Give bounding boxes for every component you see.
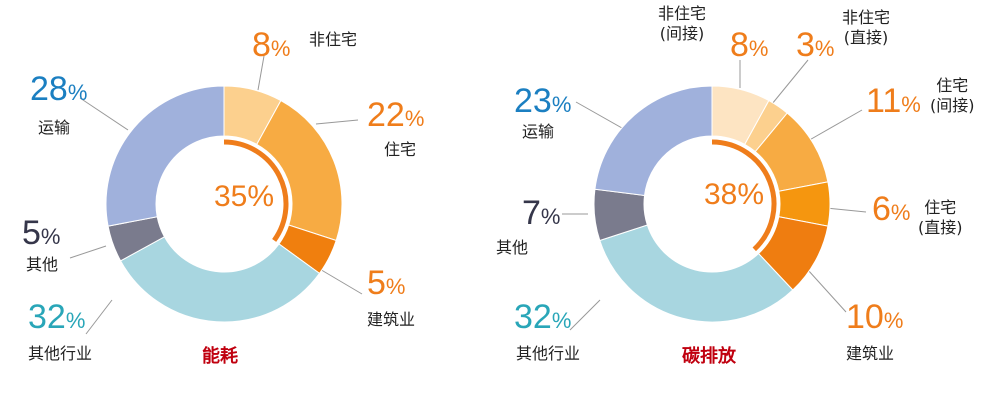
leader-line: [317, 267, 363, 295]
label-res-indirect: 11%: [866, 84, 921, 122]
name-res-direct-line1: 住宅: [924, 198, 957, 217]
donut-slice: [599, 224, 794, 323]
name-nonres-indirect: 非住宅 (间接): [658, 4, 706, 44]
name-nonres-direct-line2: (直接): [843, 28, 889, 47]
building-share-arcs: [223, 139, 777, 252]
label-transport: 28%: [30, 72, 87, 110]
donut-slice: [119, 236, 321, 323]
leader-lines: [69, 55, 867, 335]
label-construction: 5%: [367, 266, 405, 304]
label-carbon-other-industries: 32%: [514, 300, 571, 338]
chart-title-carbon: 碳排放: [682, 346, 736, 367]
label-carbon-other: 7%: [522, 196, 560, 234]
pct-res-direct: 6%: [872, 190, 911, 228]
name-carbon-transport: 运输: [522, 122, 555, 141]
pct-carbon-other-industries: 32%: [514, 298, 572, 336]
leader-line: [771, 59, 809, 105]
label-res-direct: 6%: [872, 192, 910, 230]
pct-carbon-transport: 23%: [514, 82, 572, 120]
name-carbon-construction: 建筑业: [846, 344, 895, 363]
name-construction: 建筑业: [367, 310, 416, 329]
pct-nonresidential: 8%: [252, 26, 291, 64]
name-res-indirect-line2: (间接): [930, 96, 975, 115]
leader-line: [85, 299, 113, 335]
name-nonresidential: 非住宅: [309, 30, 358, 49]
pct-construction: 5%: [367, 264, 406, 302]
leader-line: [569, 299, 601, 331]
label-carbon-transport: 23%: [514, 84, 571, 122]
building-share-arc: [223, 139, 289, 242]
leader-line: [257, 55, 265, 91]
leader-line: [69, 245, 107, 259]
donut-slice: [105, 85, 225, 227]
donut-slice: [256, 99, 343, 242]
leader-line: [807, 269, 847, 313]
name-carbon-other-industries: 其他行业: [516, 344, 581, 363]
building-share-arc: [711, 139, 777, 252]
pct-other-industries: 32%: [28, 298, 86, 336]
label-other: 5%: [22, 216, 60, 254]
label-carbon-construction: 10%: [846, 300, 903, 338]
name-nonres-direct-line1: 非住宅: [842, 8, 891, 27]
name-res-indirect-line1: 住宅: [936, 76, 969, 95]
pct-carbon-construction: 10%: [846, 298, 904, 336]
pct-residential: 22%: [367, 96, 425, 134]
energy-donut: [105, 85, 343, 323]
carbon-donut: [593, 85, 831, 323]
name-other: 其他: [26, 255, 59, 274]
pct-res-indirect: 11%: [866, 82, 921, 120]
name-nonres-direct: 非住宅 (直接): [842, 8, 890, 48]
name-carbon-other: 其他: [496, 238, 529, 257]
leader-line: [575, 101, 623, 129]
leader-line: [825, 207, 867, 213]
name-residential: 住宅: [384, 140, 417, 159]
donut-slice: [594, 85, 713, 197]
center-value-carbon: 38%: [704, 178, 765, 211]
label-nonresidential: 8%: [252, 28, 290, 66]
pct-other: 5%: [22, 214, 61, 252]
leader-line: [805, 109, 863, 143]
leader-line: [79, 97, 129, 131]
leader-line: [315, 119, 359, 125]
pct-carbon-other: 7%: [522, 194, 561, 232]
chart-title-energy: 能耗: [202, 346, 238, 367]
name-nonres-indirect-line2: (间接): [659, 24, 705, 43]
label-residential: 22%: [367, 98, 424, 136]
pct-nonres-indirect: 8%: [730, 26, 769, 64]
name-other-industries: 其他行业: [28, 344, 93, 363]
name-res-indirect: 住宅 (间接): [930, 76, 975, 116]
name-res-direct: 住宅 (直接): [918, 198, 963, 238]
pct-nonres-direct: 3%: [796, 26, 835, 64]
center-value-energy: 35%: [214, 180, 275, 213]
name-transport: 运输: [38, 118, 71, 137]
label-nonres-indirect: 8%: [730, 28, 768, 66]
label-nonres-direct: 3%: [796, 28, 834, 66]
name-res-direct-line2: (直接): [918, 218, 963, 237]
pct-transport: 28%: [30, 70, 88, 108]
label-other-industries: 32%: [28, 300, 85, 338]
name-nonres-indirect-line1: 非住宅: [658, 4, 707, 23]
